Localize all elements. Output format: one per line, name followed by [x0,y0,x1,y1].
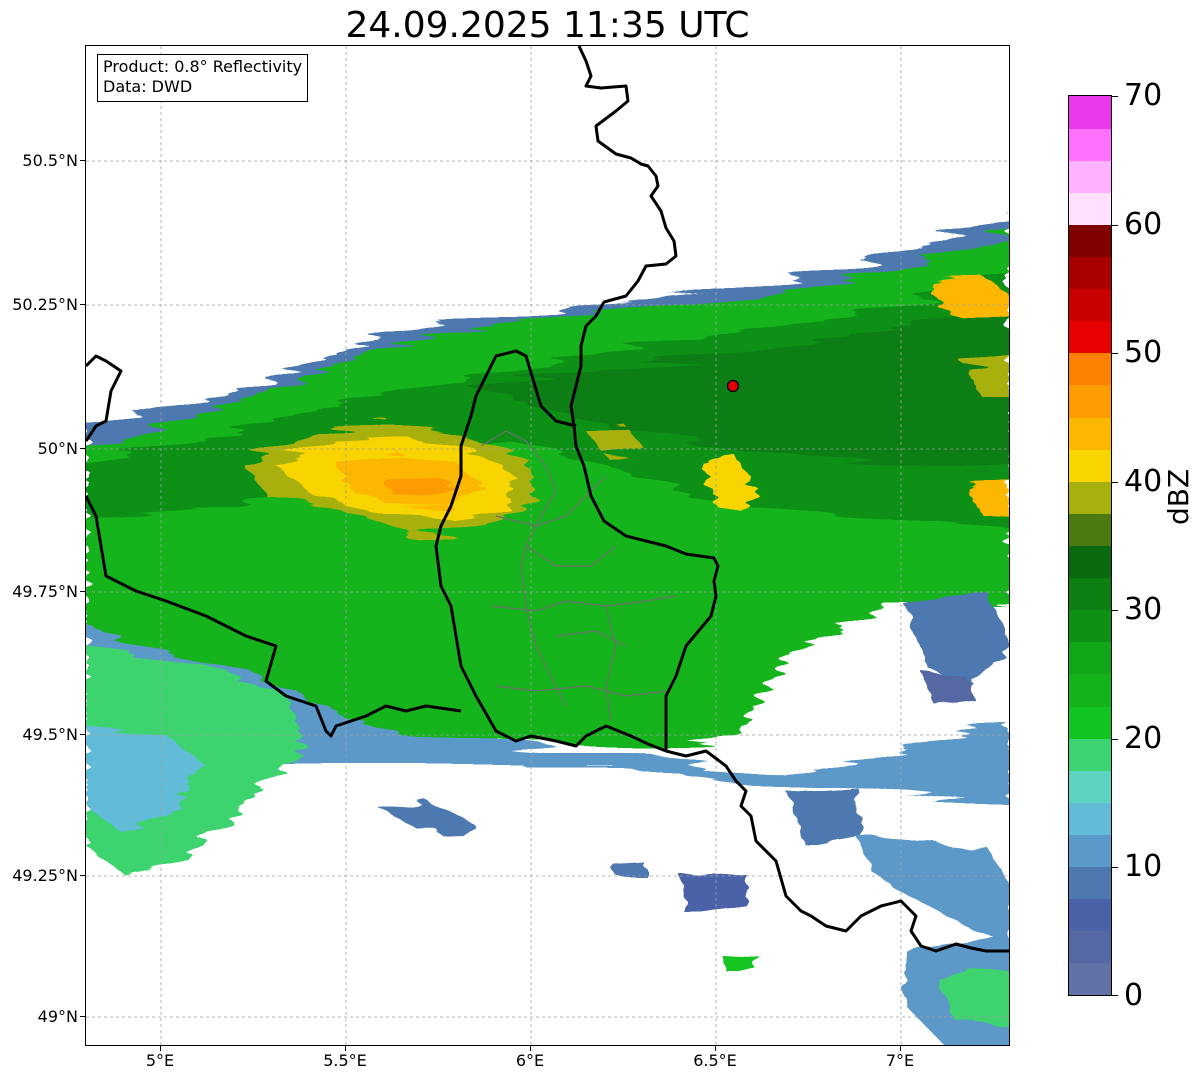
x-tick-label: 6°E [515,1051,545,1070]
y-tick-mark [80,1016,85,1017]
y-tick-label: 50.25°N [12,295,78,314]
colorbar-segment [1069,738,1111,771]
colorbar-segment [1069,288,1111,322]
colorbar-label: 70 [1124,78,1163,113]
y-tick-mark [80,304,85,305]
colorbar-segment [1069,577,1111,611]
y-tick-mark [80,734,85,735]
colorbar-segment [1069,802,1111,835]
colorbar-segment [1069,256,1111,290]
colorbar-label: 20 [1124,721,1163,756]
colorbar-segment [1069,160,1111,193]
colorbar-tick [1112,353,1118,354]
colorbar-tick [1112,867,1118,868]
isolated-echoes [376,591,1009,1045]
colorbar-segment [1069,384,1111,418]
y-tick-label: 49°N [37,1007,78,1026]
colorbar-segment [1069,352,1111,386]
colorbar-segment [1069,224,1111,258]
colorbar-segment [1069,481,1111,514]
colorbar-segment [1069,128,1111,161]
colorbar-label: 10 [1124,849,1163,884]
x-tick-label: 5.5°E [323,1051,367,1070]
colorbar-unit-label: dBZ [1162,468,1195,525]
product-info-box: Product: 0.8° Reflectivity Data: DWD [97,54,309,102]
colorbar-segment [1069,513,1111,546]
y-tick-mark [80,448,85,449]
colorbar-segment [1069,898,1111,932]
y-tick-label: 49.25°N [12,866,78,885]
colorbar-segment [1069,673,1111,707]
lat-lon-grid [86,46,1009,1045]
colorbar-segment [1069,770,1111,803]
reflectivity-echoes [86,216,1009,876]
colorbar-segment [1069,320,1111,354]
x-tick-mark [345,1046,346,1051]
country-borders [86,46,1009,953]
colorbar-tick [1112,482,1118,483]
y-tick-label: 50.5°N [22,151,78,170]
product-label: Product: 0.8° Reflectivity [103,57,303,76]
x-tick-label: 6.5°E [693,1051,737,1070]
colorbar-label: 30 [1124,592,1163,627]
colorbar-segment [1069,641,1111,675]
colorbar-tick [1112,610,1118,611]
colorbar-segment [1069,866,1111,900]
colorbar-segment [1069,962,1111,996]
data-source-label: Data: DWD [103,77,193,96]
y-tick-label: 49.5°N [22,725,78,744]
y-tick-label: 49.75°N [12,582,78,601]
colorbar-label: 60 [1124,207,1163,242]
y-tick-label: 50°N [37,439,78,458]
x-tick-mark [900,1046,901,1051]
reflectivity-colorbar [1068,95,1112,996]
colorbar-segment [1069,545,1111,579]
colorbar-segment [1069,706,1111,739]
colorbar-label: 50 [1124,335,1163,370]
x-tick-label: 7°E [885,1051,915,1070]
colorbar-tick [1112,225,1118,226]
colorbar-label: 0 [1124,978,1144,1013]
colorbar-tick [1112,995,1118,996]
colorbar-segment [1069,449,1111,482]
colorbar-segment [1069,192,1111,225]
x-tick-label: 5°E [145,1051,175,1070]
x-tick-mark [530,1046,531,1051]
radar-map[interactable] [85,45,1010,1046]
colorbar-tick [1112,739,1118,740]
colorbar-label: 40 [1124,464,1163,499]
district-borders [480,430,677,722]
x-tick-mark [715,1046,716,1051]
map-title: 24.09.2025 11:35 UTC [345,5,750,46]
colorbar-segment [1069,834,1111,868]
colorbar-segment [1069,930,1111,964]
y-tick-mark [80,875,85,876]
y-tick-mark [80,591,85,592]
radar-station-marker[interactable] [726,379,740,393]
colorbar-segment [1069,417,1111,450]
colorbar-segment [1069,96,1111,129]
x-tick-mark [160,1046,161,1051]
colorbar-segment [1069,609,1111,643]
y-tick-mark [80,160,85,161]
radar-map-canvas [86,46,1009,1045]
colorbar-tick [1112,96,1118,97]
